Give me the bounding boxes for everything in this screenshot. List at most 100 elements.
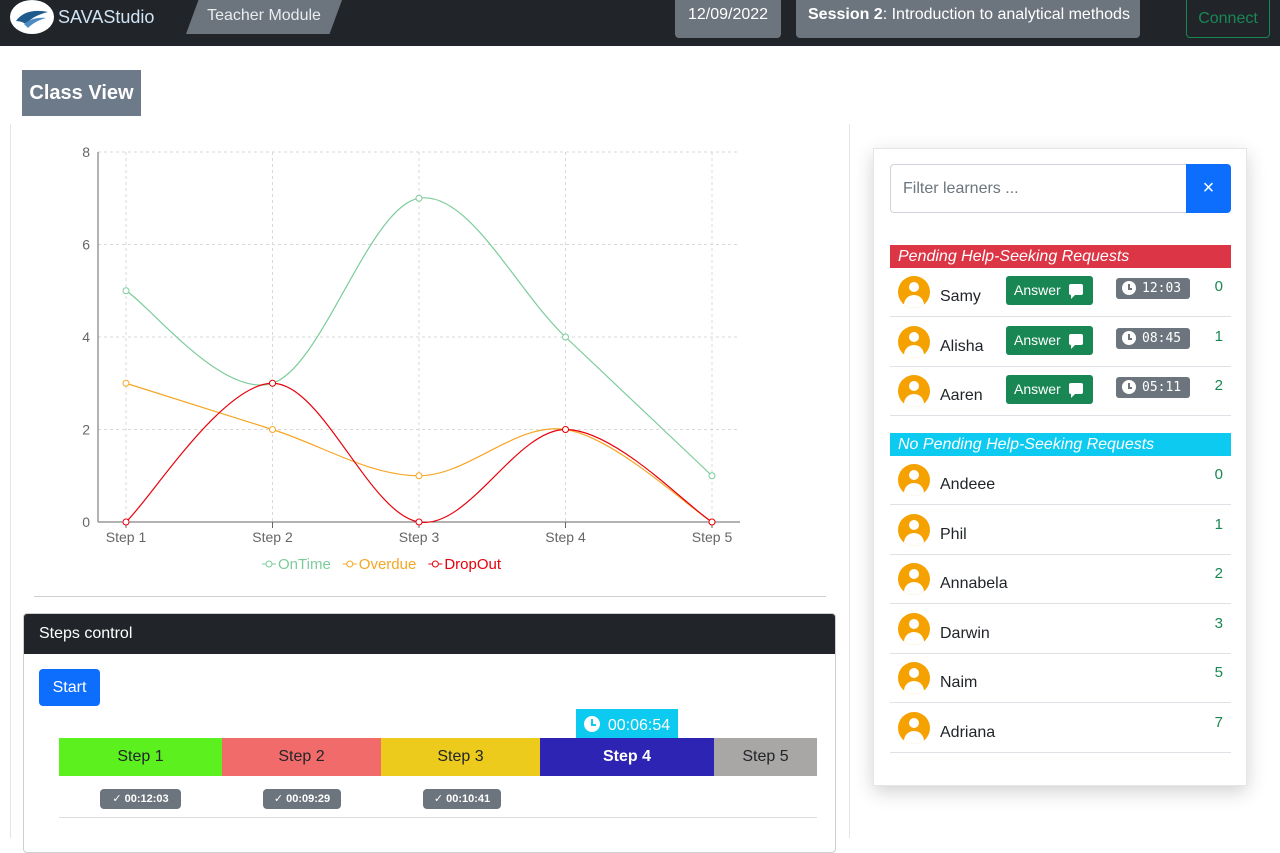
answer-button[interactable]: Answer	[1006, 326, 1093, 355]
data-point-ontime	[708, 472, 716, 480]
learner-count: 2	[1214, 377, 1223, 394]
legend-label-dropout: DropOut	[444, 556, 502, 573]
session-title: Session 2: Introduction to analytical me…	[796, 0, 1140, 38]
learner-name: Alisha	[940, 338, 984, 355]
no-pending-requests-header: No Pending Help-Seeking Requests	[890, 433, 1231, 456]
steps-control-card: Steps control Start 00:06:54 Step 1 Step…	[23, 613, 836, 853]
y-tick-label: 0	[82, 514, 90, 530]
start-button[interactable]: Start	[39, 669, 100, 706]
x-tick-label: Step 5	[692, 529, 733, 545]
data-point-dropout	[562, 426, 569, 433]
clear-filter-button[interactable]: ×	[1186, 164, 1231, 213]
learner-row: Naim 5	[890, 654, 1231, 703]
wait-time-value: 08:45	[1142, 331, 1182, 346]
avatar-icon	[898, 662, 930, 694]
page-title: Class View	[22, 70, 141, 116]
steps-control-header: Steps control	[24, 614, 835, 654]
learner-row: Annabela 2	[890, 555, 1231, 604]
clock-icon	[583, 716, 600, 732]
learner-count: 7	[1214, 714, 1223, 731]
chat-icon	[1069, 383, 1083, 398]
answer-button[interactable]: Answer	[1006, 276, 1093, 305]
data-point-ontime	[562, 333, 569, 341]
y-tick-label: 2	[82, 422, 90, 438]
answer-label: Answer	[1014, 282, 1061, 298]
learner-name: Adriana	[940, 724, 996, 741]
legend-label-ontime: OnTime	[278, 556, 331, 573]
learner-count: 1	[1214, 328, 1223, 345]
wait-time-badge: 08:45	[1116, 328, 1190, 349]
answer-label: Answer	[1014, 332, 1061, 348]
learner-count: 1	[1214, 516, 1223, 533]
step-2[interactable]: Step 2	[222, 738, 381, 776]
data-point-overdue	[122, 379, 130, 387]
answer-label: Answer	[1014, 381, 1061, 397]
filter-learners-input[interactable]	[890, 164, 1187, 213]
learner-name: Darwin	[940, 625, 990, 642]
data-point-dropout	[415, 518, 423, 526]
data-point-dropout	[708, 518, 716, 526]
y-tick-label: 6	[82, 237, 90, 253]
column-divider	[849, 124, 850, 838]
avatar-icon	[898, 514, 930, 546]
logo-icon	[10, 0, 54, 34]
top-navbar: SAVAStudio Teacher Module 12/09/2022 Ses…	[0, 0, 1280, 46]
learner-count: 2	[1214, 565, 1223, 582]
connect-button[interactable]: Connect	[1186, 0, 1270, 38]
learner-count: 3	[1214, 615, 1223, 632]
x-tick-label: Step 4	[545, 529, 586, 545]
step-2-duration-value: 00:09:29	[286, 793, 331, 805]
module-tab[interactable]: Teacher Module	[186, 0, 342, 34]
data-point-dropout	[122, 518, 130, 526]
step-3[interactable]: Step 3	[381, 738, 540, 776]
chat-icon	[1069, 284, 1083, 299]
learner-row: Andeee 0	[890, 456, 1231, 505]
pending-learner-row: Samy Answer 12:03 0	[890, 268, 1231, 317]
wait-time-value: 12:03	[1142, 281, 1182, 296]
avatar-icon	[898, 375, 930, 407]
data-point-dropout	[269, 379, 276, 387]
learners-progress-chart: 0 2 4 6 8 Step 1 Step 2 Step 3 Step 4 Step 5 OnTim…	[82, 144, 740, 573]
step-5[interactable]: Step 5	[714, 738, 817, 776]
session-date: 12/09/2022	[675, 0, 781, 38]
avatar-icon	[898, 276, 930, 308]
learner-name: Aaren	[940, 387, 983, 404]
x-tick-label: Step 2	[252, 529, 293, 545]
answer-button[interactable]: Answer	[1006, 375, 1093, 404]
legend-marker-ontime	[265, 560, 273, 568]
step-1[interactable]: Step 1	[59, 738, 222, 776]
chat-icon	[1069, 334, 1083, 349]
avatar-icon	[898, 712, 930, 744]
step-3-duration: ✓ 00:10:41	[423, 789, 501, 809]
clock-icon	[1122, 331, 1136, 345]
wait-time-badge: 05:11	[1116, 377, 1190, 398]
step-3-duration-value: 00:10:41	[446, 793, 491, 805]
learner-count: 0	[1214, 278, 1223, 295]
data-point-overdue	[269, 426, 276, 433]
learners-panel: × Pending Help-Seeking Requests Samy Ans…	[873, 148, 1247, 786]
learner-row: Adriana 7	[890, 704, 1231, 753]
pending-learner-row: Aaren Answer 05:11 2	[890, 367, 1231, 416]
learner-count: 0	[1214, 466, 1223, 483]
legend-marker-overdue	[346, 560, 354, 568]
clock-icon	[1122, 281, 1136, 295]
data-point-overdue	[415, 472, 423, 480]
wait-time-value: 05:11	[1142, 380, 1182, 395]
brand-name: SAVAStudio	[58, 7, 155, 27]
session-label: Session 2	[808, 6, 883, 23]
learner-name: Annabela	[940, 575, 1008, 592]
clock-icon	[1122, 380, 1136, 394]
step-4[interactable]: Step 4	[540, 738, 714, 776]
avatar-icon	[898, 326, 930, 358]
legend-marker-dropout	[431, 560, 439, 568]
current-step-timer-value: 00:06:54	[607, 717, 671, 734]
step-1-duration: ✓ 00:12:03	[100, 789, 181, 809]
legend-label-overdue: Overdue	[359, 556, 417, 573]
left-divider	[10, 124, 11, 838]
learner-name: Andeee	[940, 476, 996, 493]
y-tick-label: 4	[82, 329, 90, 345]
learner-name: Phil	[940, 526, 967, 543]
pending-learner-row: Alisha Answer 08:45 1	[890, 318, 1231, 367]
section-divider	[34, 596, 826, 597]
steps-progress-bar: Step 1 Step 2 Step 3 Step 4 Step 5	[59, 738, 817, 776]
